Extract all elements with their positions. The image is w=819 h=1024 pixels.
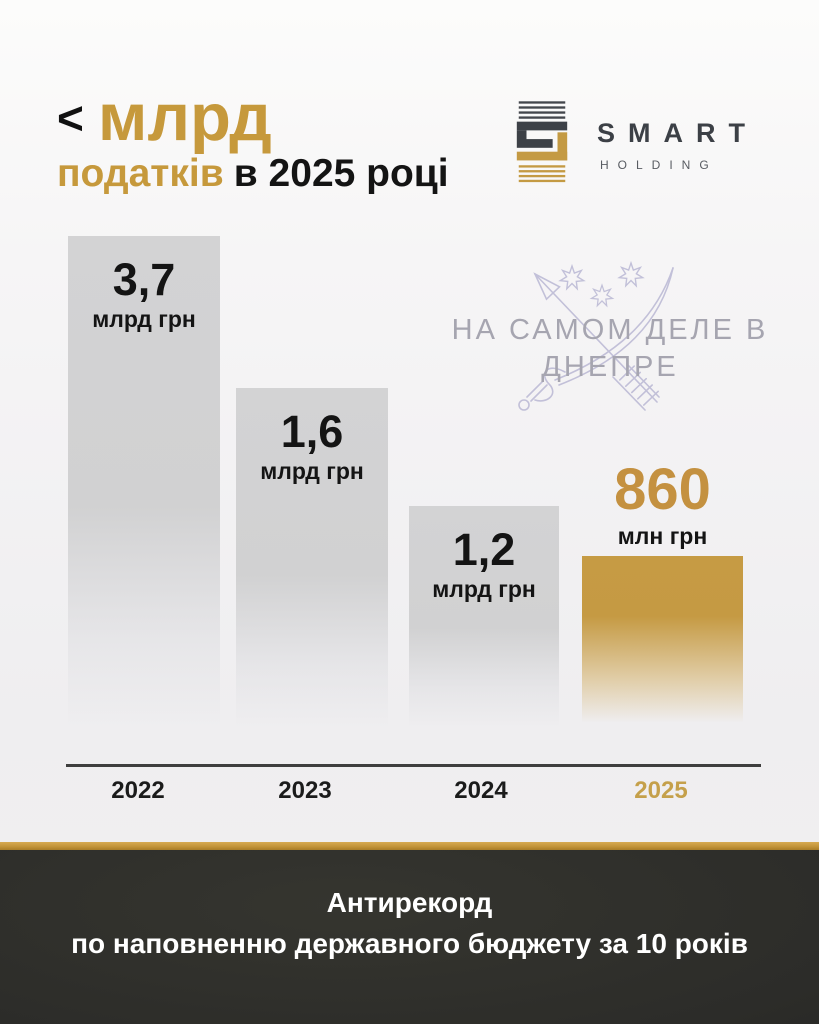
title-line-1: < млрд bbox=[57, 84, 449, 151]
watermark-text: НА САМОМ ДЕЛЕ В ДНЕПРЕ bbox=[450, 312, 770, 386]
bar-2022-label: 3,7 млрд грн bbox=[68, 236, 220, 333]
bar-unit: млн грн bbox=[617, 523, 708, 549]
bar-value: 1,6 bbox=[280, 406, 344, 457]
footer-line-1: Антирекорд bbox=[326, 887, 493, 918]
title-line-2: податків в 2025 році bbox=[57, 152, 449, 196]
crossed-saber-arrow-icon bbox=[518, 262, 674, 411]
title-word-gold: податків bbox=[57, 152, 224, 195]
logo-monogram-icon bbox=[516, 101, 568, 183]
less-than-symbol: < bbox=[57, 91, 84, 144]
bar-unit: млрд грн bbox=[260, 458, 364, 485]
bar-2024: 1,2 млрд грн bbox=[409, 506, 559, 728]
bar-2023: 1,6 млрд грн bbox=[236, 388, 388, 728]
bar-2025 bbox=[582, 556, 743, 728]
footer-band: Антирекорд по наповненню державного бюдж… bbox=[0, 850, 819, 1024]
logo-wordmark: SMART HOLDING bbox=[597, 118, 758, 183]
bar-value: 1,2 bbox=[452, 524, 516, 575]
bar-2024-label: 1,2 млрд грн bbox=[409, 506, 559, 603]
bar-2025-label: 860 млн грн bbox=[582, 461, 743, 550]
smart-holding-logo: SMART HOLDING bbox=[511, 101, 758, 183]
brand-name: SMART bbox=[597, 118, 758, 148]
x-axis-line bbox=[66, 764, 761, 767]
year-label-2022: 2022 bbox=[111, 777, 165, 804]
bar-2023-label: 1,6 млрд грн bbox=[236, 388, 388, 485]
watermark-line-2: ДНЕПРЕ bbox=[541, 351, 679, 383]
chart-title: < млрд податків в 2025 році bbox=[57, 84, 449, 196]
gold-divider bbox=[0, 842, 819, 850]
bar-2022: 3,7 млрд грн bbox=[68, 236, 220, 728]
title-word-dark: в 2025 році bbox=[233, 152, 449, 195]
year-label-2023: 2023 bbox=[278, 777, 332, 804]
watermark-line-1: НА САМОМ ДЕЛЕ В bbox=[451, 314, 769, 346]
brand-subtitle: HOLDING bbox=[600, 158, 718, 172]
year-label-2025: 2025 bbox=[634, 777, 688, 804]
year-label-2024: 2024 bbox=[454, 777, 508, 804]
title-big-word: млрд bbox=[97, 80, 272, 155]
footer-line-2: по наповненню державного бюджету за 10 р… bbox=[71, 928, 748, 959]
bar-unit: млрд грн bbox=[432, 576, 536, 603]
bar-value: 3,7 bbox=[112, 254, 176, 305]
bar-unit: млрд грн bbox=[92, 306, 196, 333]
bar-value: 860 bbox=[614, 457, 711, 522]
